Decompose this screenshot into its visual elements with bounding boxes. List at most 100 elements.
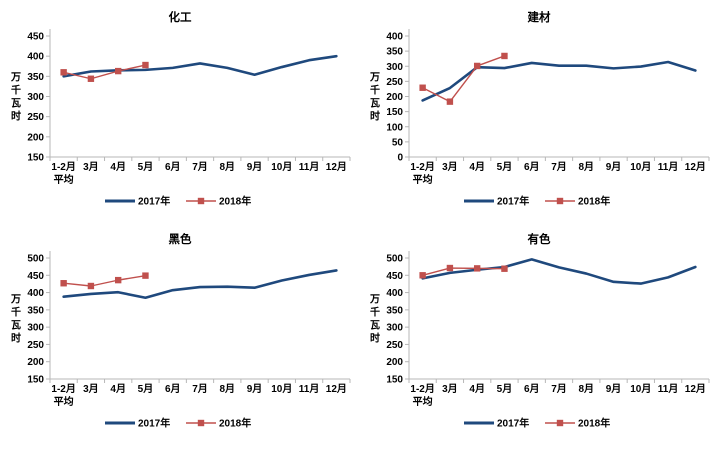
legend-swatch-marker-2018 <box>556 197 564 205</box>
chart-title: 黑色 <box>169 232 192 246</box>
chart-legend: 2017年 2018年 <box>464 417 610 430</box>
chart-legend: 2017年 2018年 <box>464 195 610 208</box>
legend-swatch-marker-2018 <box>556 419 564 427</box>
y-tick-label: 150 <box>386 107 403 118</box>
series-marker-2018年 <box>114 276 122 284</box>
y-tick-label: 200 <box>27 357 44 368</box>
x-category-label: 7月 <box>192 383 208 395</box>
x-category-label: 8月 <box>578 161 594 173</box>
x-category-label: 10月 <box>271 161 292 173</box>
x-category-label: 5月 <box>497 383 513 395</box>
x-category-label: 平均 <box>413 395 433 408</box>
y-axis-unit-label: 时 <box>370 332 380 345</box>
x-category-label: 6月 <box>524 161 540 173</box>
y-tick-label: 450 <box>27 32 44 43</box>
y-tick-label: 300 <box>386 62 403 73</box>
y-tick-label: 350 <box>386 305 403 316</box>
series-marker-2018年 <box>142 61 149 69</box>
x-category-label: 8月 <box>219 161 235 173</box>
series-marker-2018年 <box>473 62 481 70</box>
x-category-label: 6月 <box>524 383 540 395</box>
y-tick-label: 450 <box>386 271 403 282</box>
y-tick-label: 150 <box>27 375 44 386</box>
x-category-label: 6月 <box>165 383 181 395</box>
y-axis-unit-label: 千 <box>11 306 21 319</box>
y-tick-label: 250 <box>27 112 44 123</box>
x-category-label: 9月 <box>606 161 622 173</box>
x-category-label: 12月 <box>685 161 706 173</box>
series-marker-2018年 <box>501 52 508 60</box>
y-tick-label: 250 <box>386 77 403 88</box>
chart-legend: 2017年 2018年 <box>105 417 251 430</box>
y-axis-unit-label: 万 <box>10 294 21 306</box>
y-tick-label: 450 <box>27 271 44 282</box>
chart-legend: 2017年 2018年 <box>105 195 251 208</box>
y-axis-unit-label: 千 <box>370 84 380 97</box>
x-category-label: 11月 <box>658 161 679 173</box>
y-tick-label: 300 <box>27 92 44 103</box>
x-category-label: 12月 <box>685 383 706 395</box>
x-category-label: 12月 <box>326 161 347 173</box>
y-axis-unit-label: 瓦 <box>11 320 21 332</box>
chart-panel-4: 有色 500 450 400 350 300 250 200 150 万千瓦时 1-2月 平均 3月 4月… <box>359 222 719 444</box>
x-category-label: 平均 <box>54 173 74 186</box>
chart-title: 有色 <box>528 232 551 246</box>
x-category-label: 1-2月 <box>410 161 434 173</box>
chart-panel-3: 黑色 500 450 400 350 300 250 200 150 万千瓦时 1-2月 平均 3月 4月… <box>0 222 359 444</box>
series-marker-2018年 <box>142 272 149 279</box>
x-category-label: 11月 <box>299 383 320 395</box>
y-tick-label: 50 <box>392 137 404 148</box>
series-marker-2018年 <box>419 272 426 279</box>
y-tick-label: 350 <box>27 72 44 83</box>
y-tick-label: 350 <box>27 305 44 316</box>
series-marker-2018年 <box>60 69 67 76</box>
series-marker-2018年 <box>446 98 454 105</box>
y-axis-unit-label: 千 <box>370 306 380 319</box>
series-marker-2018年 <box>419 84 426 91</box>
y-tick-label: 100 <box>386 122 403 133</box>
legend-label-2018: 2018年 <box>219 195 251 208</box>
x-category-label: 4月 <box>469 383 485 395</box>
legend-swatch-marker-2018 <box>197 419 205 427</box>
x-category-label: 10月 <box>630 161 651 173</box>
x-category-label: 4月 <box>110 383 126 395</box>
series-line-2017年 <box>421 60 697 102</box>
x-category-label: 3月 <box>442 383 458 395</box>
y-axis-unit-label: 瓦 <box>370 98 380 110</box>
series-line-2018年 <box>421 267 506 276</box>
y-axis-unit-label: 千 <box>11 84 21 97</box>
series-line-2017年 <box>62 54 338 78</box>
series-marker-2018年 <box>87 282 95 290</box>
y-tick-label: 400 <box>27 288 44 299</box>
x-category-label: 11月 <box>658 383 679 395</box>
y-tick-label: 350 <box>386 47 403 58</box>
x-category-label: 5月 <box>497 161 513 173</box>
x-category-label: 1-2月 <box>51 383 75 395</box>
y-axis-unit-label: 万 <box>369 294 380 306</box>
legend-label-2018: 2018年 <box>578 417 610 430</box>
y-tick-label: 200 <box>386 357 403 368</box>
series-marker-2018年 <box>60 280 67 287</box>
y-tick-label: 400 <box>386 288 403 299</box>
series-line-2017年 <box>62 269 338 300</box>
x-category-label: 9月 <box>606 383 622 395</box>
y-axis-unit-label: 时 <box>11 332 21 345</box>
x-category-label: 6月 <box>165 161 181 173</box>
series-line-2018年 <box>62 274 147 287</box>
y-axis-unit-label: 万 <box>10 72 21 84</box>
x-category-label: 8月 <box>219 383 235 395</box>
x-category-label: 10月 <box>630 383 651 395</box>
y-tick-label: 0 <box>397 153 403 164</box>
y-tick-label: 200 <box>27 132 44 143</box>
x-category-label: 4月 <box>110 161 126 173</box>
x-category-label: 7月 <box>192 161 208 173</box>
x-category-label: 平均 <box>54 395 74 408</box>
legend-label-2018: 2018年 <box>578 195 610 208</box>
series-marker-2018年 <box>87 75 95 82</box>
series-line-2018年 <box>421 55 506 103</box>
y-tick-label: 500 <box>27 254 44 265</box>
x-category-label: 7月 <box>551 161 567 173</box>
y-tick-label: 150 <box>27 153 44 164</box>
